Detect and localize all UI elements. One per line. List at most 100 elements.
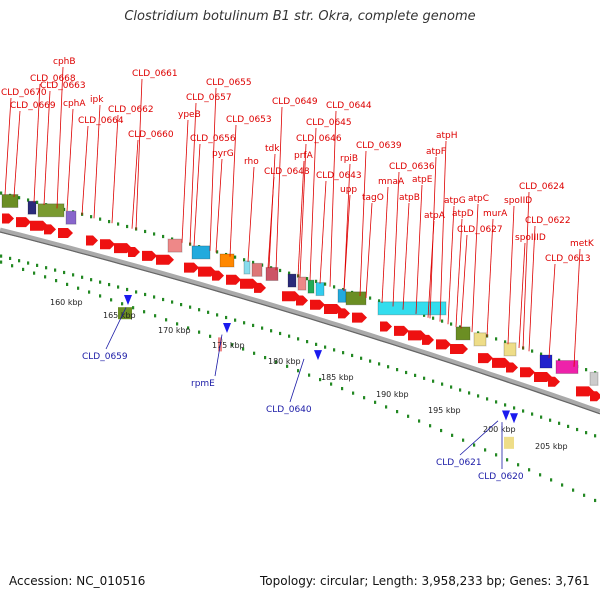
- forward-gene-label: mnaA: [378, 177, 405, 187]
- forward-label-leader: [359, 150, 367, 297]
- reverse-gene-label: CLD_0659: [82, 352, 128, 362]
- forward-label-leader: [131, 139, 139, 229]
- reverse-label-leader: [289, 358, 305, 403]
- scale-tick-mark: [462, 438, 465, 442]
- forward-label-leader: [381, 186, 389, 304]
- scale-tick-mark: [231, 343, 234, 347]
- forward-label-leader: [267, 176, 275, 268]
- forward-gene-label: spoIID: [504, 196, 532, 206]
- reverse-gene-label: CLD_0640: [266, 405, 312, 415]
- lower-tick-mark: [558, 421, 561, 425]
- scale-label: 160 kbp: [50, 298, 83, 307]
- lower-tick-mark: [198, 308, 201, 312]
- lower-tick-mark: [117, 285, 120, 289]
- feature-block: [65, 210, 77, 225]
- upper-tick-mark: [27, 198, 30, 202]
- reverse-gene-marker: [223, 323, 231, 334]
- feature-block: [539, 354, 553, 369]
- forward-gene-label: ypeB: [178, 110, 201, 120]
- scale-tick-mark: [88, 290, 91, 294]
- scale-tick-mark: [363, 396, 366, 400]
- lower-tick-mark: [315, 342, 318, 346]
- forward-gene-arrow: [240, 278, 258, 289]
- lower-tick-mark: [576, 427, 579, 432]
- forward-gene-label: atpE: [412, 175, 433, 185]
- lower-tick-mark: [297, 337, 300, 341]
- forward-gene-label: atpH: [436, 131, 458, 141]
- forward-label-leader: [135, 78, 143, 230]
- scale-tick-mark: [242, 347, 245, 351]
- forward-gene-arrow: [534, 371, 552, 382]
- forward-gene-arrow: [156, 254, 174, 265]
- forward-label-leader: [299, 143, 307, 278]
- upper-tick-mark: [315, 279, 318, 283]
- lower-tick-mark: [441, 382, 444, 386]
- forward-gene-arrow: [492, 357, 510, 368]
- feature-block: [315, 282, 325, 297]
- lower-tick-mark: [18, 259, 21, 263]
- reverse-label-leader: [459, 420, 499, 456]
- lower-tick-mark: [54, 268, 57, 272]
- lower-tick-mark: [81, 275, 84, 279]
- forward-label-leader: [193, 143, 201, 247]
- map-title: Clostridium botulinum B1 str. Okra, comp…: [124, 9, 476, 24]
- feature-block: [251, 262, 263, 277]
- lower-tick-mark: [36, 263, 39, 267]
- feature-block: [297, 276, 307, 291]
- forward-label-leader: [329, 110, 337, 287]
- forward-label-leader: [319, 180, 327, 284]
- forward-label-leader: [189, 102, 197, 246]
- scale-tick-mark: [286, 364, 289, 368]
- forward-gene-arrow: [198, 266, 216, 277]
- scale-label: 185 kbp: [321, 373, 354, 382]
- scale-tick-mark: [275, 360, 278, 364]
- forward-label-leader: [427, 220, 435, 318]
- scale-tick-mark: [561, 483, 564, 487]
- forward-label-leader: [297, 160, 305, 277]
- reverse-gene-label: CLD_0620: [478, 472, 524, 482]
- forward-label-leader: [528, 225, 536, 352]
- scale-tick-mark: [473, 443, 476, 447]
- scale-tick-mark: [385, 405, 388, 409]
- lower-tick-mark: [153, 295, 156, 299]
- scale-tick-mark: [517, 463, 520, 467]
- forward-gene-arrow: [506, 362, 518, 373]
- lower-tick-mark: [234, 318, 237, 322]
- lower-tick-mark: [450, 385, 453, 389]
- upper-tick-mark: [108, 219, 111, 224]
- lower-tick-mark: [423, 376, 426, 380]
- upper-tick-mark: [90, 215, 93, 219]
- lower-tick-mark: [549, 418, 552, 422]
- feature-block: [1, 194, 19, 209]
- upper-tick-mark: [144, 229, 147, 234]
- genome-summary: Topology: circular; Length: 3,958,233 bp…: [260, 574, 590, 588]
- scale-tick-mark: [176, 322, 179, 326]
- forward-label-leader: [43, 90, 51, 205]
- forward-gene-arrow: [394, 325, 409, 336]
- forward-label-leader: [447, 205, 455, 325]
- upper-tick-mark: [333, 285, 336, 289]
- forward-label-leader: [343, 194, 351, 292]
- forward-gene-label: CLD_0646: [296, 134, 342, 144]
- upper-tick-mark: [585, 368, 588, 372]
- lower-tick-mark: [225, 315, 228, 320]
- forward-gene-arrow: [590, 391, 600, 402]
- scale-tick-mark: [528, 468, 531, 472]
- forward-gene-label: ipk: [90, 95, 104, 105]
- forward-gene-label: spoIIID: [515, 233, 546, 243]
- feature-block: [555, 360, 579, 375]
- scale-tick-mark: [396, 409, 399, 414]
- forward-label-leader: [392, 171, 400, 307]
- scale-label: 175 kbp: [212, 341, 245, 350]
- upper-tick-mark: [540, 352, 543, 356]
- forward-gene-arrow: [520, 367, 535, 378]
- lower-tick-mark: [468, 391, 471, 395]
- upper-tick-mark: [171, 237, 174, 241]
- forward-gene-arrow: [408, 330, 426, 341]
- feature-block: [37, 203, 65, 218]
- lower-tick-mark: [333, 348, 336, 352]
- forward-gene-label: cphA: [63, 99, 86, 109]
- lower-tick-mark: [207, 310, 210, 314]
- scale-tick-mark: [253, 351, 256, 355]
- forward-label-leader: [81, 125, 89, 216]
